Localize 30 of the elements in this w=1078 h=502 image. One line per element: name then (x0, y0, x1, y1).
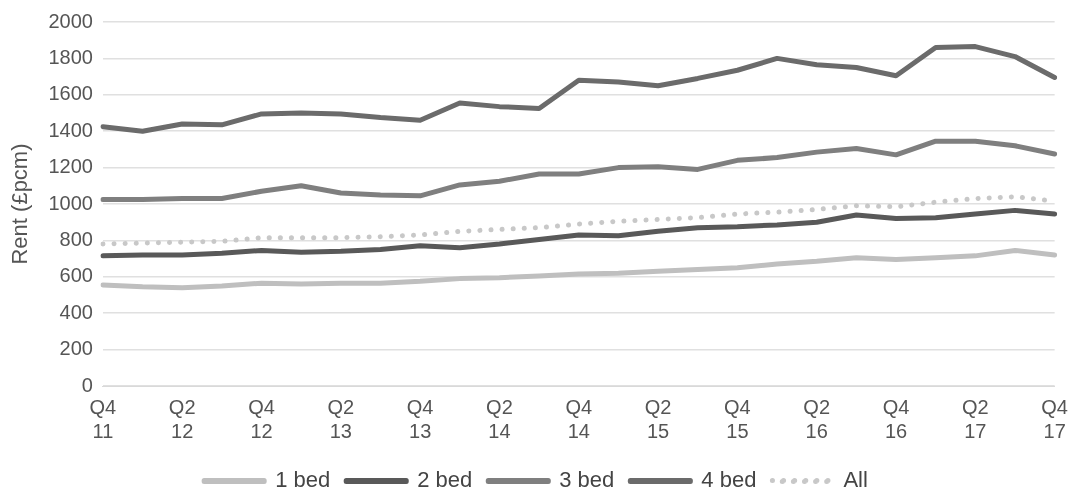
x-tick-label: Q2 16 (803, 395, 831, 442)
y-tick-label: 800 (59, 227, 93, 250)
y-axis-title: Rent (£pcm) (7, 143, 33, 265)
legend-label: 4 bed (701, 467, 757, 493)
legend-label: 3 bed (559, 467, 615, 493)
y-tick-label: 1400 (48, 118, 93, 141)
y-tick-label: 600 (59, 264, 93, 287)
y-tick-label: 200 (59, 337, 93, 360)
x-tick-label: Q2 13 (327, 395, 355, 442)
x-tick-label: Q4 14 (565, 395, 593, 442)
y-tick-label: 0 (81, 373, 93, 396)
x-tick-label: Q4 16 (882, 395, 910, 442)
y-tick-label: 1600 (48, 82, 93, 105)
x-tick-label: Q2 17 (962, 395, 989, 442)
x-tick-label: Q2 15 (644, 395, 672, 442)
x-tick-label: Q4 15 (724, 395, 751, 442)
x-tick-label: Q4 13 (406, 395, 434, 442)
x-tick-label: Q2 12 (168, 395, 196, 442)
legend-label: 2 bed (417, 467, 473, 493)
y-tick-label: 1000 (48, 191, 93, 214)
y-tick-label: 400 (59, 300, 93, 323)
legend-label: All (843, 467, 868, 493)
legend-label: 1 bed (275, 467, 331, 493)
x-tick-label: Q2 14 (486, 395, 513, 442)
x-tick-label: Q4 17 (1041, 395, 1068, 442)
x-tick-label: Q4 12 (248, 395, 275, 442)
y-tick-label: 1800 (48, 45, 93, 68)
y-tick-label: 2000 (48, 9, 93, 32)
x-tick-label: Q4 11 (89, 395, 117, 442)
y-tick-label: 1200 (48, 155, 93, 178)
